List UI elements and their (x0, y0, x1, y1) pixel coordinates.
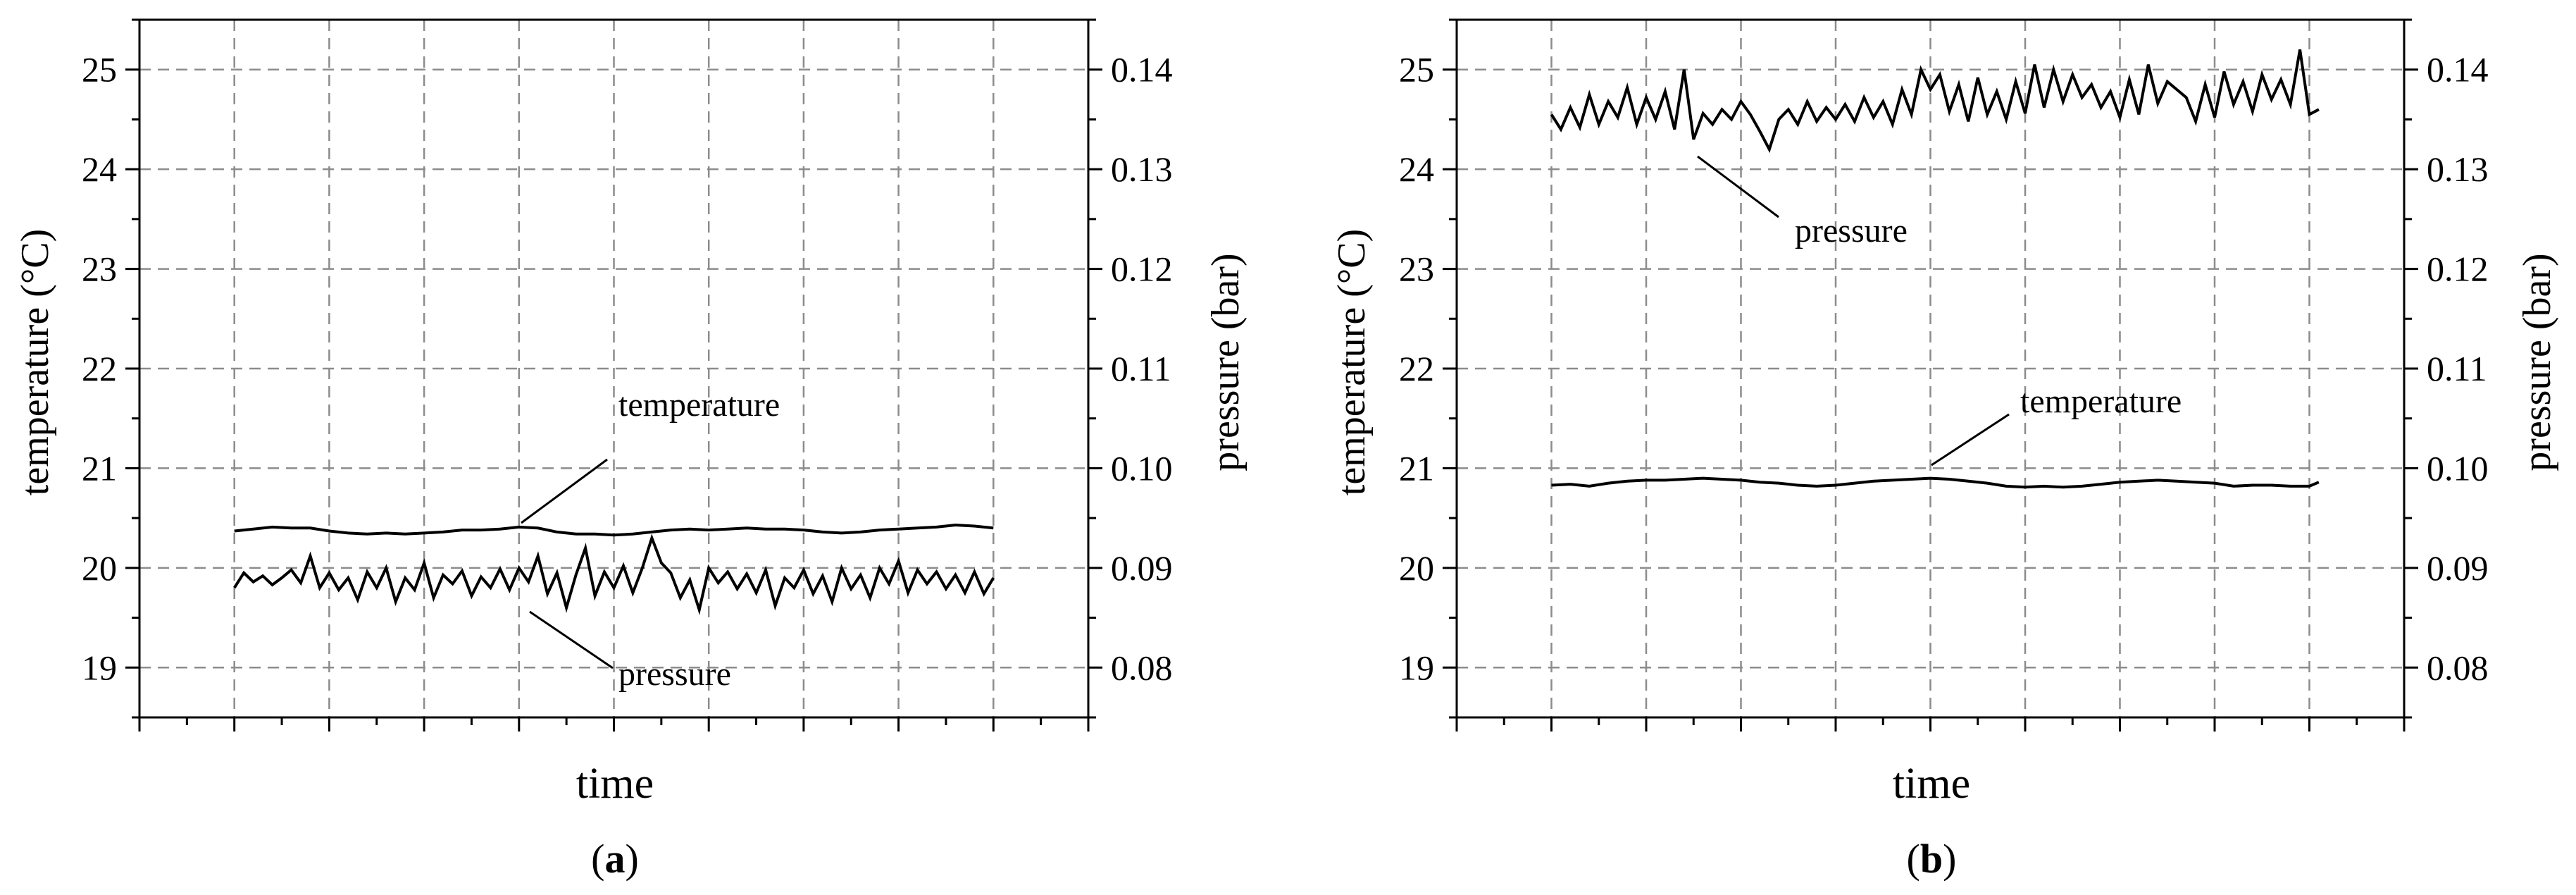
y-tick-labels-b: 19 20 21 22 23 24 25 (1399, 50, 1434, 688)
pressure-annotation-b: pressure (1795, 212, 1908, 249)
panel-label-a-open: ( (591, 836, 604, 882)
y-tick-label: 25 (82, 50, 117, 90)
pressure-annotation-leader-a (529, 610, 614, 669)
y2-tick-label: 0.12 (1111, 249, 1173, 289)
y-tick-labels-a: 19 20 21 22 23 24 25 (82, 50, 117, 688)
y-tick-label: 22 (82, 349, 117, 388)
x-axis-label-b: time (1893, 760, 1970, 808)
temperature-annotation-b: temperature (2020, 383, 2182, 420)
panel-label-b-open: ( (1907, 836, 1920, 882)
y-tick-label: 23 (1399, 249, 1434, 289)
pressure-line-a (233, 533, 995, 615)
y-tick-label: 21 (1399, 448, 1434, 488)
series-group-b (1550, 49, 2320, 489)
ticks-b (1443, 18, 2418, 732)
temperature-annotation-leader-a (521, 458, 608, 524)
y2-tick-label: 0.13 (1111, 149, 1173, 189)
panel-label-b-close: ) (1943, 836, 1956, 882)
y2-tick-labels-a: 0.08 0.09 0.10 0.11 0.12 0.13 0.14 (1111, 50, 1173, 688)
y2-tick-labels-b: 0.08 0.09 0.10 0.11 0.12 0.13 0.14 (2427, 50, 2489, 688)
y-tick-label: 24 (1399, 149, 1434, 189)
y2-tick-label: 0.14 (1111, 50, 1173, 90)
x-axis-label-a: time (576, 760, 654, 808)
y2-tick-label: 0.11 (2427, 349, 2487, 388)
y-tick-label: 22 (1399, 349, 1434, 388)
ticks-a (125, 18, 1102, 732)
panel-label-a-letter: a (605, 836, 626, 882)
y2-tick-label: 0.11 (1111, 349, 1171, 388)
y-axis-label-a: temperature (°C) (13, 229, 57, 495)
y2-axis-label-b: pressure (bar) (2515, 253, 2559, 471)
y2-tick-label: 0.10 (1111, 448, 1173, 488)
y2-tick-label: 0.10 (2427, 448, 2489, 488)
y2-axis-label-a: pressure (bar) (1204, 253, 1247, 471)
grid-a (139, 20, 1088, 717)
y-tick-label: 19 (1399, 648, 1434, 687)
y2-tick-label: 0.08 (2427, 648, 2489, 687)
y-tick-label: 23 (82, 249, 117, 289)
y-tick-label: 24 (82, 149, 117, 189)
temperature-annotation-a: temperature (618, 386, 780, 424)
temperature-line-a (234, 523, 994, 537)
pressure-line-b (1550, 49, 2320, 154)
y2-tick-label: 0.09 (2427, 548, 2489, 588)
pressure-annotation-a: pressure (618, 655, 731, 693)
y-tick-label: 25 (1399, 50, 1434, 90)
y2-tick-label: 0.08 (1111, 648, 1173, 687)
y2-tick-label: 0.13 (2427, 149, 2489, 189)
y2-tick-label: 0.12 (2427, 249, 2489, 289)
panel-label-a-close: ) (626, 836, 639, 882)
panel-label-a: (a) (591, 836, 639, 882)
panel-label-b: (b) (1907, 836, 1957, 882)
y-tick-label: 19 (82, 648, 117, 687)
y2-tick-label: 0.14 (2427, 50, 2489, 90)
y-axis-label-b: temperature (°C) (1330, 229, 1374, 495)
y-tick-label: 20 (1399, 548, 1434, 588)
series-group-a (233, 523, 995, 615)
temperature-annotation-leader-b (1931, 413, 2010, 467)
temperature-line-b (1551, 476, 2320, 489)
y2-tick-label: 0.09 (1111, 548, 1173, 588)
grid-b (1457, 20, 2404, 717)
y-tick-label: 20 (82, 548, 117, 588)
y-tick-label: 21 (82, 448, 117, 488)
pressure-annotation-leader-b (1697, 155, 1779, 218)
panel-label-b-letter: b (1920, 836, 1943, 882)
